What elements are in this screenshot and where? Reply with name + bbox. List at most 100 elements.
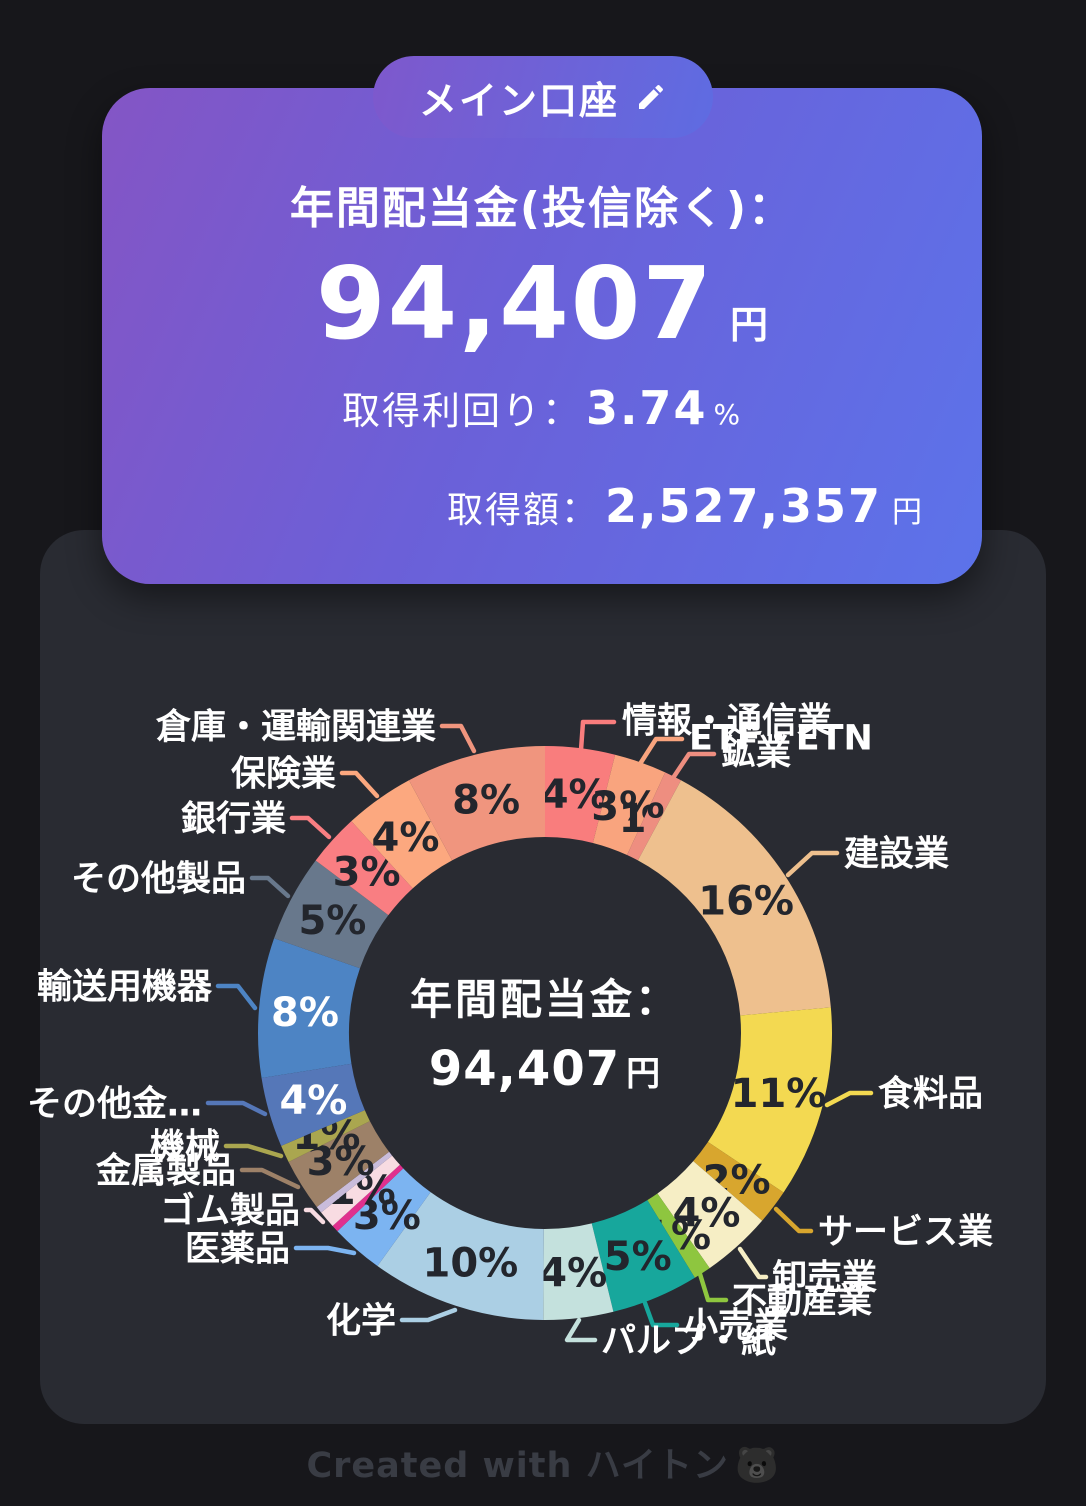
donut-center-label: 年間配当金： 94,407 円: [410, 966, 680, 1097]
pie-slice-サービス業[interactable]: [693, 1141, 784, 1221]
slice-category-label: 機械: [150, 1128, 220, 1168]
pie-slice-その他金…[interactable]: [261, 1063, 365, 1146]
pie-slice-パルプ・紙[interactable]: [543, 1223, 614, 1320]
slice-category-label: 食料品: [878, 1074, 983, 1115]
slice-category-label: 卸売業: [772, 1259, 877, 1299]
slice-category-label: 医薬品: [185, 1230, 290, 1270]
label-leader-line: [289, 815, 332, 840]
slice-category-label: 銀行業: [181, 800, 286, 840]
label-leader-line: [697, 1271, 729, 1303]
pie-slice-銀行業[interactable]: [315, 821, 413, 916]
amount-unit: 円: [729, 303, 768, 347]
pie-slice-ETF・ETN[interactable]: [592, 754, 666, 856]
pie-slice-保険業[interactable]: [351, 780, 453, 889]
slice-category-label: 輸送用機器: [37, 968, 213, 1008]
slice-category-label: 建設業: [844, 835, 949, 875]
pie-slice-建設業[interactable]: [637, 780, 831, 1016]
label-leader-line: [564, 1317, 598, 1343]
acquisition-value: 2,527,357: [605, 479, 882, 533]
slice-percent-label: 4%: [539, 1251, 607, 1297]
center-unit: 円: [626, 1054, 662, 1094]
center-value: 94,407: [428, 1041, 621, 1097]
yield-unit: %: [713, 398, 743, 431]
slice-percent-label: 10%: [423, 1241, 519, 1287]
label-leader-line: [637, 736, 685, 767]
slice-percent-label: 4%: [673, 1190, 741, 1236]
pie-slice-鉱業[interactable]: [627, 772, 682, 861]
annual-dividend-amount-row: 94,407 円: [102, 254, 982, 354]
label-leader-line: [215, 983, 258, 1011]
slice-percent-label: 16%: [698, 879, 794, 925]
slice-percent-label: 5%: [604, 1234, 672, 1280]
slice-category-label: サービス業: [818, 1213, 993, 1253]
bear-emoji: 🐻: [734, 1446, 780, 1486]
pie-slice-小売業[interactable]: [591, 1200, 695, 1312]
label-leader-line: [824, 1090, 874, 1108]
label-leader-line: [205, 1100, 268, 1117]
label-leader-line: [249, 875, 291, 899]
slice-category-label: 不動産業: [732, 1282, 872, 1322]
label-leader-line: [670, 751, 717, 781]
acquisition-label: 取得額：: [446, 490, 599, 531]
pie-slice-情報・通信業[interactable]: [545, 746, 616, 843]
account-name-pill[interactable]: メイン口座: [372, 56, 714, 138]
slice-category-label: 情報・通信業: [622, 702, 832, 742]
acquisition-unit: 円: [892, 495, 924, 530]
yield-label: 取得利回り：: [341, 389, 582, 433]
pie-slice-輸送用機器[interactable]: [258, 938, 360, 1078]
label-leader-line: [737, 1246, 769, 1280]
slice-percent-label: 4%: [372, 815, 440, 861]
slice-percent-label: 5%: [298, 898, 366, 944]
summary-title: 年間配当金(投信除く)：: [289, 183, 795, 234]
slice-category-label: 保険業: [231, 755, 336, 795]
center-title: 年間配当金：: [409, 975, 681, 1024]
label-leader-line: [293, 1245, 357, 1256]
pencil-icon: [639, 85, 664, 109]
label-leader-line: [223, 1143, 284, 1159]
pie-slice-unlabeled[interactable]: [316, 1151, 393, 1213]
slice-percent-label: 11%: [731, 1071, 827, 1117]
label-leader-line: [642, 1300, 680, 1328]
pie-slice-その他製品[interactable]: [274, 860, 389, 969]
watermark: Created with ハイトン 🐻: [0, 1437, 1086, 1488]
label-leader-line: [773, 1206, 814, 1234]
pie-slice-金属製品[interactable]: [288, 1121, 390, 1207]
pie-slice-unlabeled[interactable]: [332, 1164, 404, 1232]
slice-category-label: ETF・ETN: [689, 719, 873, 759]
pie-slice-機械[interactable]: [281, 1110, 370, 1162]
label-leader-line: [239, 1167, 301, 1190]
label-leader-line: [439, 723, 477, 754]
slice-category-label: 倉庫・運輸関連業: [155, 708, 436, 748]
acquisition-row: 取得額： 2,527,357 円: [102, 479, 982, 533]
slice-percent-label: 8%: [271, 990, 339, 1036]
pie-slice-不動産業[interactable]: [647, 1193, 710, 1278]
label-leader-line: [303, 1207, 326, 1225]
account-name: メイン口座: [418, 78, 620, 123]
label-leader-line: [339, 770, 380, 799]
slice-category-label: 金属製品: [95, 1151, 236, 1192]
pie-slice-卸売業[interactable]: [657, 1161, 763, 1269]
slice-percent-label: 4%: [541, 772, 609, 818]
center-value-row: 94,407 円: [410, 1041, 680, 1097]
yield-value: 3.74: [585, 381, 708, 435]
label-leader-line: [785, 850, 840, 878]
slice-category-label: その他製品: [71, 860, 246, 900]
summary-card: 年間配当金(投信除く)： 94,407 円 取得利回り：3.74% 取得額： 2,5…: [102, 88, 982, 584]
slice-percent-label: 4%: [279, 1078, 347, 1124]
slice-category-label: 鉱業: [721, 733, 791, 774]
watermark-text: Created with ハイトン: [306, 1446, 729, 1486]
slice-category-label: 小売業: [683, 1307, 788, 1347]
pie-slice-化学[interactable]: [377, 1192, 544, 1320]
label-leader-line: [399, 1307, 458, 1323]
pie-slice-食料品[interactable]: [707, 1007, 832, 1193]
pie-slice-医薬品[interactable]: [337, 1168, 431, 1267]
slice-category-label: パルプ・紙: [601, 1322, 776, 1362]
slice-category-label: 化学: [326, 1301, 396, 1342]
slice-percent-label: 8%: [452, 778, 520, 824]
yield-row: 取得利回り：3.74%: [102, 380, 982, 435]
pie-slice-倉庫・運輸関連業[interactable]: [408, 746, 545, 861]
label-leader-line: [578, 719, 617, 753]
pie-slice-ゴム製品[interactable]: [321, 1155, 400, 1227]
